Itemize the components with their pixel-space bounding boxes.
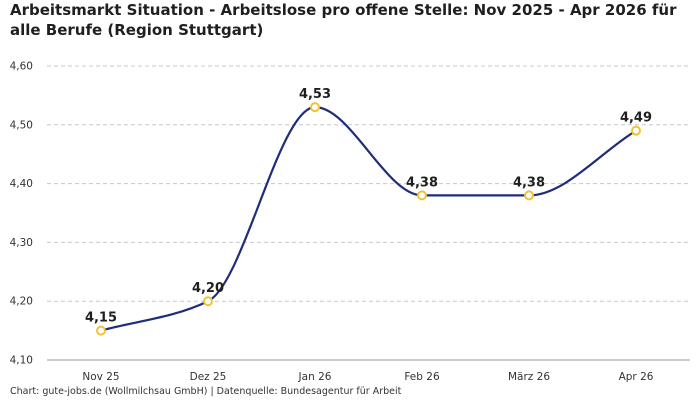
data-label: 4,38 bbox=[406, 175, 438, 190]
data-point bbox=[524, 190, 534, 201]
data-label: 4,15 bbox=[85, 311, 117, 326]
y-tick-label: 4,60 bbox=[10, 61, 33, 73]
y-tick-label: 4,40 bbox=[10, 178, 33, 190]
data-label: 4,49 bbox=[620, 111, 652, 126]
data-labels: 4,15 4,20 4,53 4,38 4,38 4,49 bbox=[85, 87, 652, 325]
data-label: 4,20 bbox=[192, 281, 224, 296]
y-tick-label: 4,10 bbox=[10, 355, 33, 367]
data-markers bbox=[96, 102, 641, 336]
y-tick-label: 4,20 bbox=[10, 296, 33, 308]
y-axis-ticks: 4,10 4,20 4,30 4,40 4,50 4,60 bbox=[10, 61, 33, 367]
data-label: 4,53 bbox=[299, 87, 331, 102]
gridlines bbox=[47, 65, 690, 361]
data-point bbox=[96, 325, 106, 336]
x-tick-label: Jan 26 bbox=[298, 371, 332, 383]
x-tick-label: Feb 26 bbox=[404, 371, 440, 383]
chart-footer: Chart: gute-jobs.de (Wollmilchsau GmbH) … bbox=[10, 386, 402, 397]
series-line bbox=[100, 106, 637, 332]
data-point bbox=[310, 102, 320, 113]
x-tick-label: Apr 26 bbox=[619, 371, 654, 383]
x-tick-label: Dez 25 bbox=[190, 371, 227, 383]
series-path bbox=[100, 106, 637, 332]
data-point bbox=[203, 296, 213, 307]
x-tick-label: Nov 25 bbox=[82, 371, 119, 383]
x-axis-ticks: Nov 25 Dez 25 Jan 26 Feb 26 März 26 Apr 26 bbox=[82, 371, 653, 383]
y-tick-label: 4,50 bbox=[10, 119, 33, 131]
data-point bbox=[631, 125, 641, 136]
data-point bbox=[417, 190, 427, 201]
x-tick-label: März 26 bbox=[508, 371, 550, 383]
y-tick-label: 4,30 bbox=[10, 237, 33, 249]
chart-title: Arbeitsmarkt Situation - Arbeitslose pro… bbox=[10, 1, 677, 39]
data-label: 4,38 bbox=[513, 175, 545, 190]
